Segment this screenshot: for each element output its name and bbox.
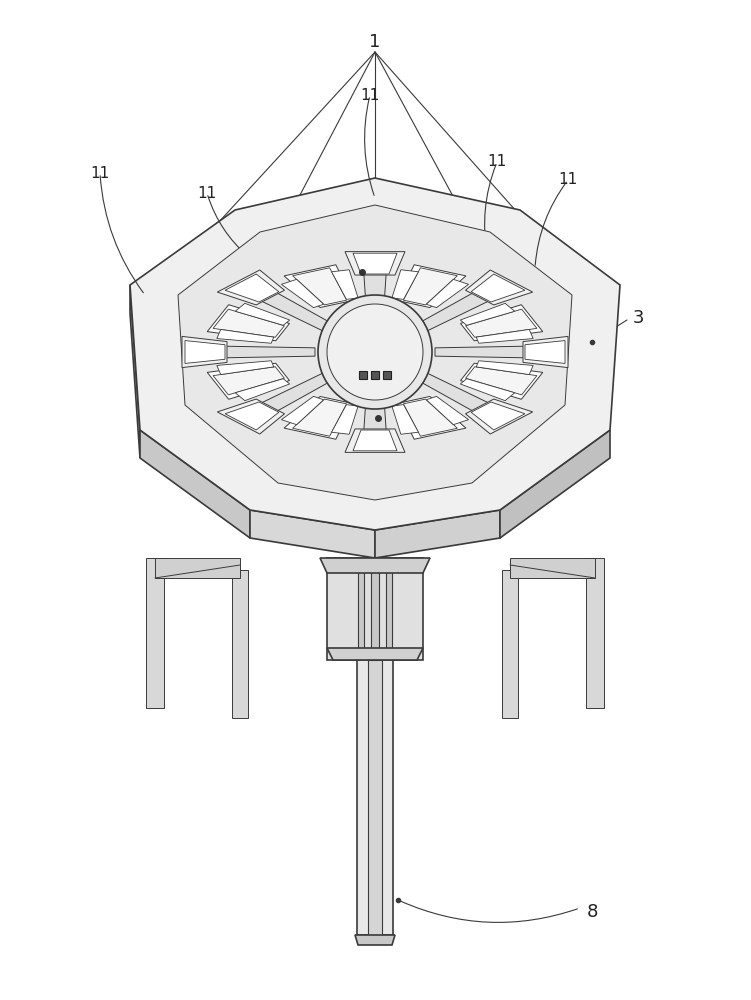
Polygon shape (185, 341, 225, 363)
Polygon shape (471, 402, 525, 430)
Polygon shape (392, 405, 418, 434)
Polygon shape (435, 346, 550, 358)
Polygon shape (368, 660, 382, 935)
Polygon shape (345, 429, 405, 452)
Polygon shape (363, 383, 387, 443)
Polygon shape (523, 336, 568, 368)
Polygon shape (471, 274, 525, 302)
Polygon shape (217, 361, 274, 375)
Polygon shape (386, 563, 392, 652)
Polygon shape (353, 253, 397, 274)
Polygon shape (460, 303, 514, 325)
Text: 11: 11 (90, 165, 110, 180)
Polygon shape (225, 402, 279, 430)
Polygon shape (345, 252, 405, 275)
Text: 11: 11 (198, 186, 216, 200)
Polygon shape (358, 563, 364, 652)
Polygon shape (375, 510, 500, 558)
Polygon shape (235, 379, 290, 401)
Polygon shape (412, 371, 507, 421)
Polygon shape (217, 329, 274, 343)
Polygon shape (392, 270, 418, 299)
Polygon shape (207, 363, 289, 399)
Polygon shape (243, 283, 338, 333)
Polygon shape (397, 396, 466, 439)
Polygon shape (293, 399, 347, 436)
Polygon shape (460, 363, 543, 399)
Polygon shape (466, 270, 532, 305)
Text: 11: 11 (487, 154, 507, 169)
Polygon shape (510, 558, 595, 578)
Circle shape (327, 304, 423, 400)
Text: 8: 8 (587, 903, 598, 921)
Polygon shape (427, 279, 469, 308)
Text: 1: 1 (369, 33, 381, 51)
Polygon shape (357, 660, 393, 935)
Polygon shape (466, 309, 537, 337)
Polygon shape (371, 563, 379, 652)
Polygon shape (284, 265, 354, 308)
Polygon shape (130, 285, 140, 458)
Polygon shape (213, 367, 285, 395)
Polygon shape (225, 274, 279, 302)
Polygon shape (320, 558, 430, 573)
Polygon shape (232, 570, 248, 718)
Polygon shape (213, 309, 285, 337)
Polygon shape (182, 336, 227, 368)
Polygon shape (355, 935, 395, 945)
Polygon shape (359, 371, 367, 379)
Polygon shape (525, 341, 565, 363)
Polygon shape (155, 558, 240, 578)
Polygon shape (500, 430, 610, 538)
Polygon shape (353, 430, 397, 451)
Polygon shape (282, 396, 324, 425)
Text: 11: 11 (559, 172, 578, 188)
Polygon shape (146, 558, 164, 708)
Polygon shape (383, 371, 391, 379)
Polygon shape (284, 396, 354, 439)
Polygon shape (130, 178, 620, 530)
Polygon shape (178, 205, 572, 500)
Polygon shape (235, 303, 290, 325)
Polygon shape (200, 346, 315, 358)
Text: 11: 11 (360, 88, 379, 103)
Polygon shape (332, 405, 358, 434)
Polygon shape (460, 379, 514, 401)
Polygon shape (140, 430, 250, 538)
Text: 3: 3 (632, 309, 644, 327)
Polygon shape (502, 570, 518, 718)
Polygon shape (217, 399, 285, 434)
Polygon shape (476, 361, 533, 375)
Polygon shape (371, 371, 379, 379)
Polygon shape (293, 268, 347, 305)
Polygon shape (363, 261, 387, 321)
Polygon shape (207, 305, 289, 341)
Polygon shape (427, 396, 469, 425)
Polygon shape (403, 268, 457, 305)
Polygon shape (586, 558, 604, 708)
Polygon shape (466, 399, 532, 434)
Polygon shape (476, 329, 533, 343)
Polygon shape (466, 367, 537, 395)
Polygon shape (397, 265, 466, 308)
Polygon shape (327, 558, 423, 660)
Polygon shape (332, 270, 358, 299)
Circle shape (318, 295, 432, 409)
Polygon shape (282, 279, 324, 308)
Polygon shape (412, 283, 507, 333)
Polygon shape (250, 510, 375, 558)
Polygon shape (460, 305, 543, 341)
Polygon shape (403, 399, 457, 436)
Polygon shape (217, 270, 285, 305)
Polygon shape (327, 648, 423, 660)
Polygon shape (243, 371, 338, 421)
